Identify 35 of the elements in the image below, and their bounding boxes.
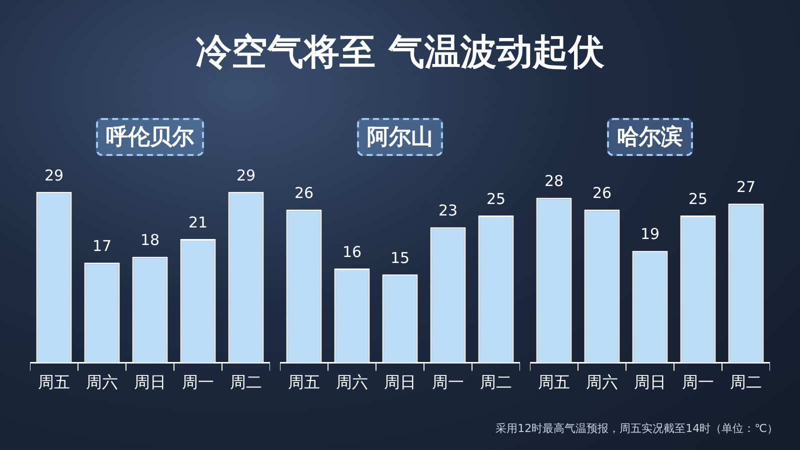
x-tick-label: 周日 [634, 372, 666, 392]
x-tick-label: 周一 [432, 372, 464, 392]
x-tick-label: 周五 [538, 372, 570, 392]
data-label: 29 [44, 166, 64, 184]
x-tick-label: 周五 [288, 372, 320, 392]
data-label: 25 [486, 190, 506, 208]
text: 冷空气将至 气温波动起伏 [194, 31, 606, 75]
x-tick-label: 周二 [480, 372, 512, 392]
data-label: 21 [188, 213, 208, 232]
data-label: 25 [688, 190, 708, 208]
data-label: 26 [294, 184, 314, 202]
data-label: 29 [236, 166, 256, 184]
chart-title: 哈尔滨 [607, 118, 693, 156]
data-label: 27 [736, 178, 756, 196]
x-tick-label: 周二 [730, 372, 762, 392]
x-tick-label: 周日 [134, 372, 166, 392]
x-tick-label: 周六 [586, 372, 618, 392]
data-label: 19 [640, 225, 660, 244]
x-tick-label: 周一 [682, 372, 714, 392]
x-tick-label: 周一 [182, 372, 214, 392]
x-tick-label: 周日 [384, 372, 416, 392]
chart-title: 呼伦贝尔 [96, 118, 204, 156]
data-label: 15 [390, 248, 410, 267]
data-label: 23 [438, 202, 458, 220]
x-tick-label: 周六 [336, 372, 368, 392]
data-label: 26 [592, 184, 612, 202]
text: 采用12时最高气温预报，周五实况截至14时（单位：℃） [496, 421, 778, 436]
chart-title: 阿尔山 [357, 118, 443, 156]
x-tick-label: 周五 [38, 372, 70, 392]
data-label: 28 [544, 172, 564, 190]
data-label: 17 [92, 237, 112, 256]
data-label: 16 [342, 242, 362, 261]
x-tick-label: 周六 [86, 372, 118, 392]
x-tick-label: 周二 [230, 372, 262, 392]
data-label: 18 [140, 231, 160, 250]
